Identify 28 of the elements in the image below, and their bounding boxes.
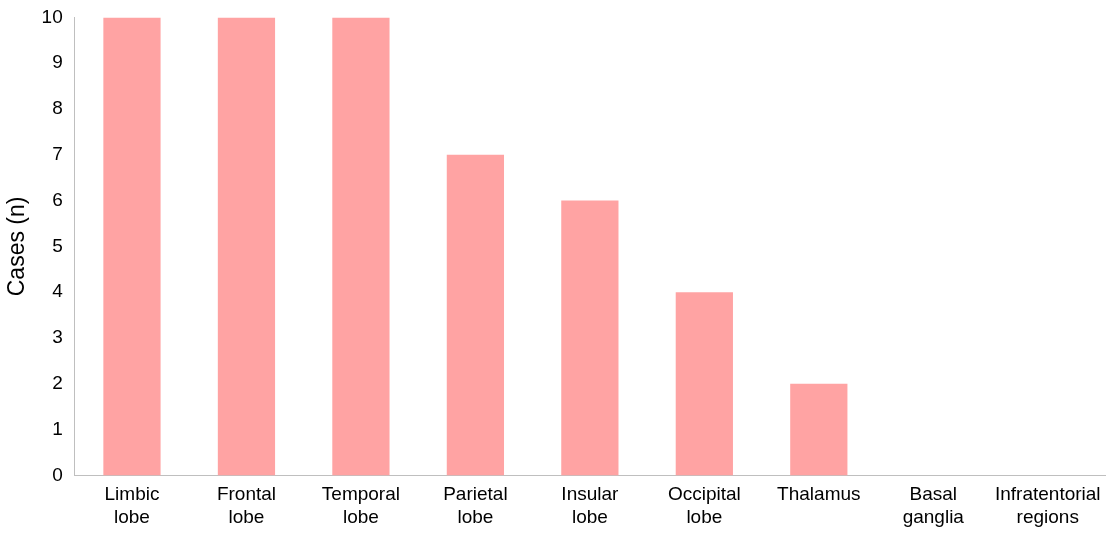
- x-tick-label: Basal ganglia: [902, 483, 965, 527]
- x-tick-label: Occipital lobe: [667, 483, 741, 527]
- x-tick-label: Frontal lobe: [216, 483, 277, 527]
- bar: [675, 292, 733, 476]
- bar: [332, 17, 390, 476]
- y-tick-label: 0: [52, 463, 63, 485]
- y-tick-label: 4: [52, 280, 64, 302]
- x-tick-label: Infratentorial regions: [994, 483, 1101, 527]
- y-tick-label: 8: [52, 97, 63, 119]
- y-tick-label: 9: [52, 51, 63, 73]
- y-tick-label: 3: [52, 326, 63, 348]
- bar: [790, 383, 848, 476]
- y-tick-label: 5: [52, 234, 63, 256]
- y-tick-label: 6: [52, 188, 63, 210]
- bar: [446, 154, 505, 476]
- x-tick-label: Thalamus: [777, 483, 861, 505]
- x-tick-label: Temporal lobe: [321, 483, 400, 527]
- bar: [103, 17, 161, 476]
- y-tick-label: 2: [52, 372, 63, 394]
- x-tick-label: Insular lobe: [561, 483, 620, 527]
- bar: [217, 17, 276, 476]
- bar: [561, 200, 619, 476]
- x-tick-label: Limbic lobe: [104, 483, 160, 527]
- y-tick-label: 7: [52, 143, 63, 165]
- x-tick-label: Parietal lobe: [443, 483, 508, 527]
- y-tick-label: 10: [41, 5, 63, 27]
- y-axis-title: Cases (n): [3, 196, 30, 297]
- y-tick-label: 1: [52, 417, 63, 439]
